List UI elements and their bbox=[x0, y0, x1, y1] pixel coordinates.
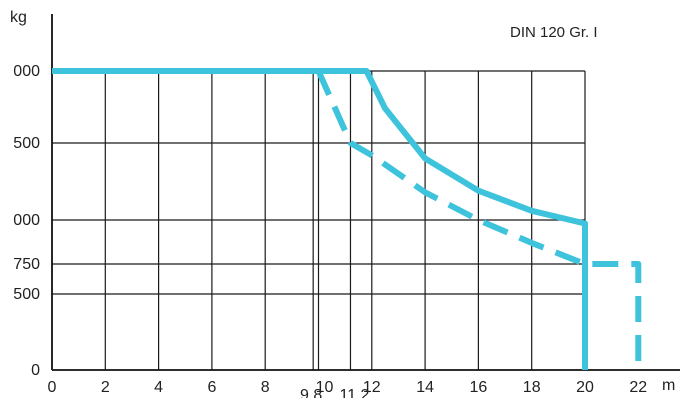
x-axis-unit: m bbox=[662, 377, 675, 394]
y-tick-label: 000 bbox=[13, 63, 40, 80]
x-tick-labels: 0 2 4 6 8 9,810 11,212 14 16 18 20 22 bbox=[48, 379, 648, 398]
y-axis-unit: kg bbox=[10, 9, 27, 26]
x-tick-label: 16 bbox=[470, 379, 488, 396]
y-tick-label: 500 bbox=[13, 286, 40, 303]
y-tick-labels: 0 500 750 000 500 000 bbox=[13, 63, 40, 379]
chart-grid bbox=[52, 70, 586, 370]
y-tick-label: 500 bbox=[13, 135, 40, 152]
x-tick-label: 6 bbox=[207, 379, 216, 396]
dashed-load-curve bbox=[315, 69, 642, 370]
x-tick-label: 8 bbox=[261, 379, 270, 396]
y-tick-label: 750 bbox=[13, 256, 40, 273]
x-tick-label: 0 bbox=[48, 379, 57, 396]
chart-series bbox=[52, 68, 642, 370]
x-tick-label: 4 bbox=[154, 379, 163, 396]
solid-load-curve bbox=[52, 68, 588, 370]
x-tick-label: 20 bbox=[576, 379, 594, 396]
x-tick-label: 12 bbox=[363, 379, 381, 396]
x-tick-label: 9,8 bbox=[300, 387, 322, 398]
x-tick-label: 18 bbox=[523, 379, 541, 396]
x-tick-label: 2 bbox=[101, 379, 110, 396]
x-tick-label: 10 bbox=[316, 379, 334, 396]
y-tick-label: 0 bbox=[31, 362, 40, 379]
x-tick-label: 11,2 bbox=[340, 387, 370, 398]
chart-annotation: DIN 120 Gr. I bbox=[510, 24, 598, 41]
y-tick-label: 000 bbox=[13, 212, 40, 229]
x-tick-label: 22 bbox=[629, 379, 647, 396]
x-tick-label: 14 bbox=[416, 379, 434, 396]
